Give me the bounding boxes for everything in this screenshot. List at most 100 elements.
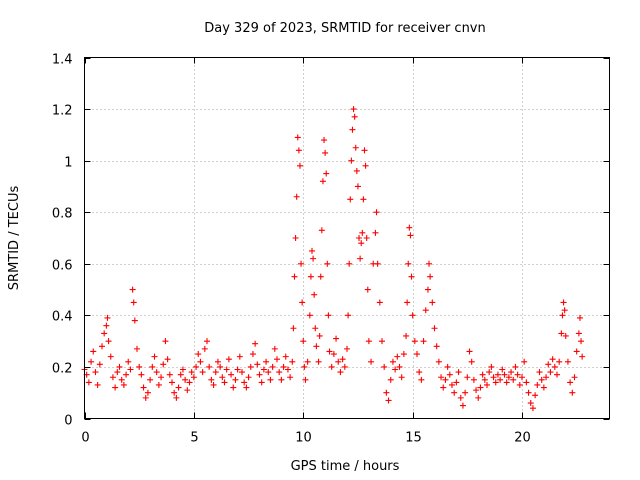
data-point bbox=[411, 338, 418, 345]
data-point bbox=[559, 312, 566, 319]
data-point bbox=[385, 397, 392, 404]
data-point bbox=[492, 379, 499, 386]
data-point bbox=[123, 371, 130, 378]
data-point bbox=[505, 374, 512, 381]
data-point bbox=[299, 299, 306, 306]
data-point bbox=[225, 356, 232, 363]
data-point bbox=[199, 369, 206, 376]
y-axis-label: SRMTID / TECUs bbox=[7, 186, 22, 291]
data-point bbox=[536, 369, 543, 376]
data-point bbox=[365, 338, 372, 345]
data-point bbox=[90, 348, 97, 355]
data-point bbox=[551, 363, 558, 370]
data-point bbox=[424, 286, 431, 293]
data-point bbox=[171, 389, 178, 396]
data-point bbox=[561, 307, 568, 314]
data-point bbox=[155, 381, 162, 388]
data-point bbox=[228, 371, 235, 378]
data-point bbox=[567, 379, 574, 386]
data-point bbox=[317, 273, 324, 280]
data-point bbox=[280, 363, 287, 370]
data-point bbox=[290, 325, 297, 332]
data-point bbox=[312, 325, 319, 332]
data-point bbox=[88, 358, 95, 365]
data-point bbox=[354, 183, 361, 190]
data-point bbox=[294, 134, 301, 141]
data-point bbox=[501, 371, 508, 378]
data-point bbox=[418, 376, 425, 383]
plot-frame bbox=[84, 57, 610, 419]
data-point bbox=[129, 286, 136, 293]
data-point bbox=[392, 366, 399, 373]
data-point bbox=[339, 356, 346, 363]
data-point bbox=[118, 376, 125, 383]
data-point bbox=[433, 343, 440, 350]
data-point bbox=[359, 229, 366, 236]
data-point bbox=[396, 363, 403, 370]
data-point bbox=[473, 387, 480, 394]
data-point bbox=[306, 312, 313, 319]
data-point bbox=[109, 374, 116, 381]
data-point bbox=[206, 363, 213, 370]
data-point bbox=[404, 299, 411, 306]
data-point bbox=[379, 338, 385, 345]
data-point bbox=[400, 351, 407, 358]
data-point bbox=[347, 196, 354, 203]
data-point bbox=[376, 299, 383, 306]
data-point bbox=[166, 371, 173, 378]
data-point bbox=[230, 384, 237, 391]
data-point bbox=[92, 369, 99, 376]
data-point bbox=[508, 369, 515, 376]
data-point bbox=[349, 126, 356, 133]
data-point bbox=[298, 260, 305, 267]
data-point bbox=[431, 325, 438, 332]
data-point bbox=[512, 363, 519, 370]
data-point bbox=[344, 345, 350, 352]
data-point bbox=[464, 374, 471, 381]
data-point bbox=[302, 376, 309, 383]
data-point bbox=[540, 384, 547, 391]
data-point bbox=[105, 338, 112, 345]
data-point bbox=[258, 379, 265, 386]
data-point bbox=[575, 330, 582, 337]
data-point bbox=[149, 363, 156, 370]
data-point bbox=[309, 247, 315, 254]
data-point bbox=[140, 384, 147, 391]
data-point bbox=[573, 348, 580, 355]
data-point bbox=[315, 358, 322, 365]
y-tick-label: 0.6 bbox=[52, 259, 73, 274]
data-point bbox=[158, 374, 165, 381]
data-point bbox=[254, 361, 261, 368]
data-point bbox=[579, 353, 586, 360]
data-point bbox=[538, 376, 545, 383]
data-point bbox=[269, 363, 276, 370]
data-point bbox=[103, 322, 110, 329]
data-point bbox=[455, 369, 462, 376]
data-point bbox=[345, 312, 352, 319]
data-point bbox=[534, 381, 541, 388]
data-point bbox=[426, 260, 433, 267]
data-point bbox=[444, 363, 451, 370]
y-tick-label: 0.8 bbox=[52, 207, 73, 222]
data-point bbox=[114, 369, 121, 376]
data-point bbox=[85, 379, 92, 386]
data-point bbox=[521, 358, 528, 365]
data-point bbox=[468, 358, 475, 365]
data-point bbox=[319, 178, 326, 185]
data-point bbox=[276, 369, 283, 376]
y-tick-label: 1.2 bbox=[52, 104, 73, 119]
data-point bbox=[438, 374, 445, 381]
data-point bbox=[175, 384, 182, 391]
data-point bbox=[324, 260, 331, 267]
data-point bbox=[381, 363, 388, 370]
data-point bbox=[348, 157, 355, 164]
data-point bbox=[147, 376, 154, 383]
data-point bbox=[435, 358, 442, 365]
data-point bbox=[523, 379, 530, 386]
data-point bbox=[214, 358, 221, 365]
data-point bbox=[169, 379, 175, 386]
data-point bbox=[138, 371, 145, 378]
data-point bbox=[212, 369, 219, 376]
y-tick-label: 0.4 bbox=[52, 310, 73, 325]
